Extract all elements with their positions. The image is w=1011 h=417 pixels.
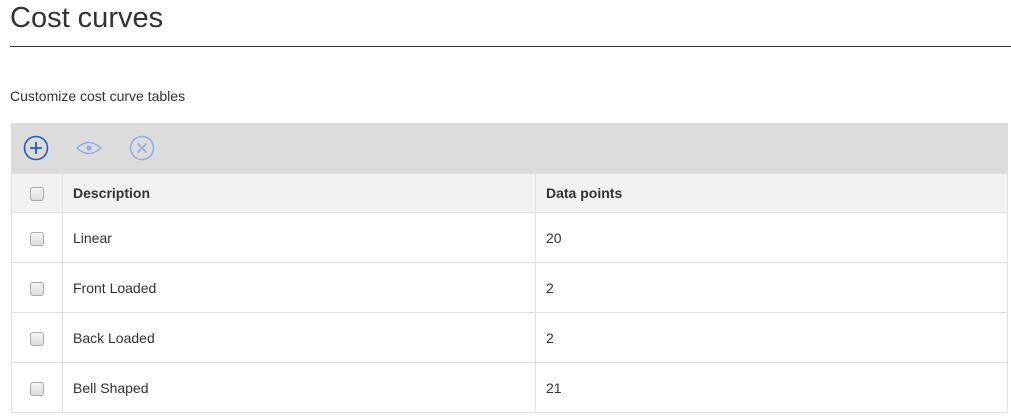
data-points-cell: 2 [535,262,1008,313]
select-all-checkbox[interactable] [30,187,44,202]
row-select-cell [11,362,63,413]
cost-curves-panel: Description Data points Linear 20 Front … [11,123,1008,413]
cost-curves-table: Description Data points Linear 20 Front … [11,173,1008,413]
row-checkbox[interactable] [30,231,44,246]
header-data-points[interactable]: Data points [535,173,1008,213]
row-checkbox[interactable] [30,331,44,346]
page-title: Cost curves [10,2,164,34]
title-divider [10,46,1011,47]
delete-button[interactable] [129,135,155,161]
table-header-row: Description Data points [11,173,1008,213]
description-cell: Back Loaded [62,312,536,363]
row-checkbox[interactable] [30,381,44,396]
select-all-cell [11,173,63,213]
data-points-cell: 2 [535,312,1008,363]
table-row[interactable]: Linear 20 [11,212,1008,263]
row-select-cell [11,262,63,313]
row-checkbox[interactable] [30,281,44,296]
table-row[interactable]: Back Loaded 2 [11,312,1008,363]
add-button[interactable] [23,135,49,161]
table-row[interactable]: Front Loaded 2 [11,262,1008,313]
data-points-cell: 21 [535,362,1008,413]
description-cell: Linear [62,212,536,263]
close-circle-icon [129,135,155,161]
row-select-cell [11,212,63,263]
data-points-cell: 20 [535,212,1008,263]
description-cell: Bell Shaped [62,362,536,413]
description-cell: Front Loaded [62,262,536,313]
page-subtitle: Customize cost curve tables [10,88,186,104]
view-button[interactable] [75,135,103,161]
row-select-cell [11,312,63,363]
toolbar [11,123,1008,173]
header-description[interactable]: Description [62,173,536,213]
eye-icon [75,141,103,155]
add-circle-icon [23,135,49,161]
table-row[interactable]: Bell Shaped 21 [11,362,1008,413]
